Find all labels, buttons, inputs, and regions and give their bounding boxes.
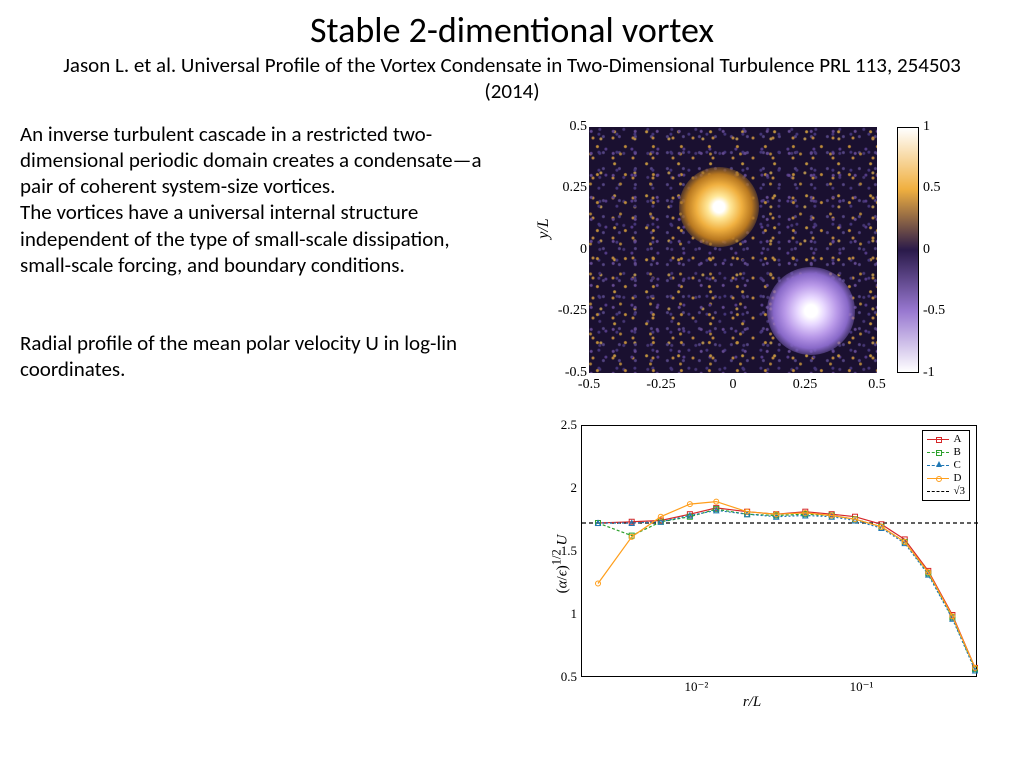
heatmap-ytick: 0.25 [557, 180, 587, 196]
lineplot-ytick: 1 [543, 606, 577, 622]
colorbar-tick: -0.5 [923, 303, 945, 319]
heatmap-x-axis: -0.5-0.2500.250.5 [589, 373, 877, 397]
colorbar-ticks: -1-0.500.51 [923, 127, 953, 373]
lineplot-xtick: 10⁻¹ [850, 679, 874, 695]
colorbar-tick: 1 [923, 119, 930, 135]
text-column: An inverse turbulent cascade in a restri… [20, 121, 500, 713]
page-title: Stable 2-dimentional vortex [40, 8, 984, 52]
heatmap-ytick: -0.25 [557, 303, 587, 319]
legend-item: A [927, 433, 965, 446]
lineplot-xtick: 10⁻² [685, 679, 709, 695]
paragraph-1: An inverse turbulent cascade in a restri… [20, 121, 484, 279]
legend-item: D [927, 472, 965, 485]
colorbar-tick: 0.5 [923, 180, 941, 196]
plot-area: ABCD√3 [581, 425, 977, 677]
citation: Jason L. et al. Universal Profile of the… [40, 52, 984, 105]
figure-column: y/L -0.5-0.2500.250.5 -0.5-0.2500.250.5 … [500, 121, 1004, 713]
legend-item: √3 [927, 485, 965, 498]
lineplot-ytick: 0.5 [543, 669, 577, 685]
heatmap-canvas [589, 127, 877, 373]
lineplot-ytick: 2.5 [543, 417, 577, 433]
paragraph-2: Radial profile of the mean polar velocit… [20, 330, 484, 383]
heatmap-xtick: 0 [730, 377, 737, 393]
legend-item: C [927, 459, 965, 472]
negative-vortex [767, 267, 855, 355]
vortex-heatmap: y/L -0.5-0.2500.250.5 -0.5-0.2500.250.5 … [517, 121, 987, 421]
heatmap-xtick: -0.5 [578, 377, 600, 393]
heatmap-xtick: 0.25 [793, 377, 818, 393]
legend-item: B [927, 446, 965, 459]
legend: ABCD√3 [922, 430, 970, 501]
colorbar-tick: 0 [923, 242, 930, 258]
positive-vortex [679, 167, 759, 247]
heatmap-ytick: 0.5 [557, 119, 587, 135]
heatmap-ylabel: y/L [535, 218, 553, 238]
radial-profile-plot: ABCD√3 (α/ϵ)1/2 U r/L 0.511.522.5 10⁻²10… [517, 417, 987, 713]
colorbar [897, 127, 919, 373]
heatmap-ytick: 0 [557, 242, 587, 258]
colorbar-tick: -1 [923, 365, 935, 381]
lineplot-ytick: 2 [543, 480, 577, 496]
lineplot-ytick: 1.5 [543, 543, 577, 559]
heatmap-xtick: -0.25 [646, 377, 675, 393]
heatmap-xtick: 0.5 [868, 377, 886, 393]
heatmap-y-axis: -0.5-0.2500.250.5 [557, 127, 587, 373]
lineplot-xlabel: r/L [517, 694, 987, 711]
